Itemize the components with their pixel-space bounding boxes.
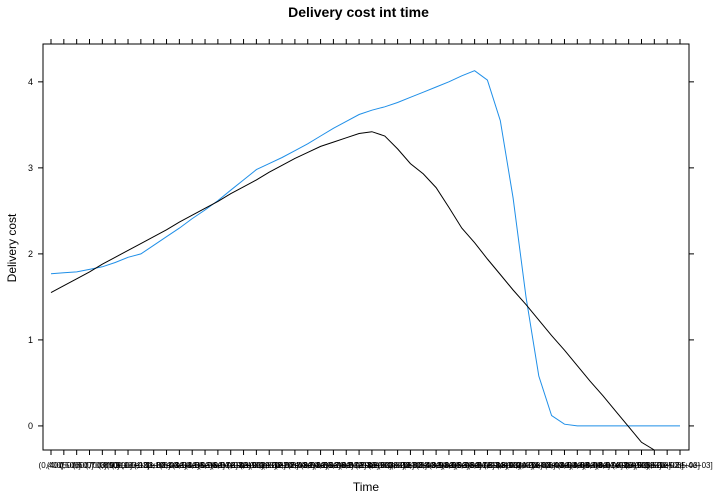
series-line-0 [50,70,680,427]
x-tick-label: (1.5e+03,1.6e+03] [172,461,237,470]
x-tick-label: (3.1e+03,3.2e+03] [378,461,443,470]
x-tick-label: (3.6e+03,3.7e+03] [442,461,507,470]
y-axis: 0 1 2 3 4 [28,77,694,431]
x-tick-label: (2.9e+03,3e+03] [355,461,414,470]
x-tick-label: (2.1e+03,2.2e+03] [249,461,314,470]
x-tick-label: (3.4e+03,3.5e+03] [416,461,481,470]
x-tick-label: (400,500] [47,461,81,470]
x-tick-label: (1.2e+03,1.3e+03] [134,461,199,470]
x-tick-label: (4.8e+03,4.9e+03] [596,461,661,470]
x-tick-label: (3.9e+03,4e+03] [484,461,543,470]
x-tick-label: (1.6e+03,1.7e+03] [185,461,250,470]
y-tick-label: 4 [28,77,33,87]
x-tick-label: (600,700] [73,461,107,470]
x-tick-label: (4.1e+03,4.2e+03] [506,461,571,470]
x-tick-label: (1.1e+03,1.2e+03] [121,461,186,470]
y-tick-label: 3 [28,163,33,173]
x-tick-label: (5.2e+03,5.4e+03] [647,461,712,470]
x-tick-label: (1.4e+03,1.5e+03] [160,461,225,470]
x-tick-label: (3.8e+03,3.9e+03] [468,461,533,470]
x-tick-label: (5.1e+03,5.2e+03] [634,461,699,470]
series-line-1 [50,131,655,451]
x-tick-label: (700,800] [85,461,119,470]
x-tick-label: (1e+03,1.1e+03] [111,461,170,470]
x-tick-label: (1.9e+03,2e+03] [227,461,286,470]
x-tick-label: (3.7e+03,3.8e+03] [455,461,520,470]
x-tick-label: (2.7e+03,2.8e+03] [326,461,391,470]
x-tick-label: (3.3e+03,3.4e+03] [403,461,468,470]
x-tick-label: (4.5e+03,4.6e+03] [557,461,622,470]
x-tick-label: (4.3e+03,4.4e+03] [532,461,597,470]
y-tick-label: 1 [28,335,33,345]
x-tick-label: (1.7e+03,1.8e+03] [198,461,263,470]
y-axis-label: Delivery cost [5,213,19,282]
x-tick-label: (4.6e+03,4.7e+03] [570,461,635,470]
x-tick-label: (900,1e+03] [107,461,150,470]
plot-frame [42,43,690,451]
x-tick-label: (5e+03,5.1e+03] [625,461,684,470]
x-tick-label: (3.5e+03,3.6e+03] [429,461,494,470]
x-tick-label: (4e+03,4.1e+03] [497,461,556,470]
x-tick-label: (800,900] [98,461,132,470]
x-tick-label: (4.4e+03,4.5e+03] [545,461,610,470]
x-tick-label: (3e+03,3.1e+03] [368,461,427,470]
x-tick-label: (2.5e+03,2.6e+03] [301,461,366,470]
x-axis: (0,400](400,500](500,600](600,700](700,8… [39,39,713,470]
y-tick-label: 0 [28,421,33,431]
x-tick-label: (2.3e+03,2.4e+03] [275,461,340,470]
x-tick-label: (500,600] [60,461,94,470]
x-tick-label: (4.9e+03,5e+03] [612,461,671,470]
plot-lines [50,70,680,451]
x-tick-label: (4.7e+03,4.8e+03] [583,461,648,470]
chart-title: Delivery cost int time [288,4,429,20]
x-tick-label: (0,400] [39,461,64,470]
x-tick-label: (2e+03,2.1e+03] [240,461,299,470]
x-tick-label: (1.8e+03,1.9e+03] [211,461,276,470]
x-tick-label: (3.2e+03,3.3e+03] [391,461,456,470]
x-tick-label: (1.3e+03,1.4e+03] [147,461,212,470]
y-tick-label: 2 [28,249,33,259]
x-tick-label: (2.2e+03,2.3e+03] [262,461,327,470]
x-tick-label: (2.8e+03,2.9e+03] [339,461,404,470]
x-tick-label: (2.4e+03,2.5e+03] [288,461,353,470]
x-tick-label: (4.2e+03,4.3e+03] [519,461,584,470]
x-axis-label: Time [353,480,380,494]
x-tick-label: (2.6e+03,2.7e+03] [314,461,379,470]
